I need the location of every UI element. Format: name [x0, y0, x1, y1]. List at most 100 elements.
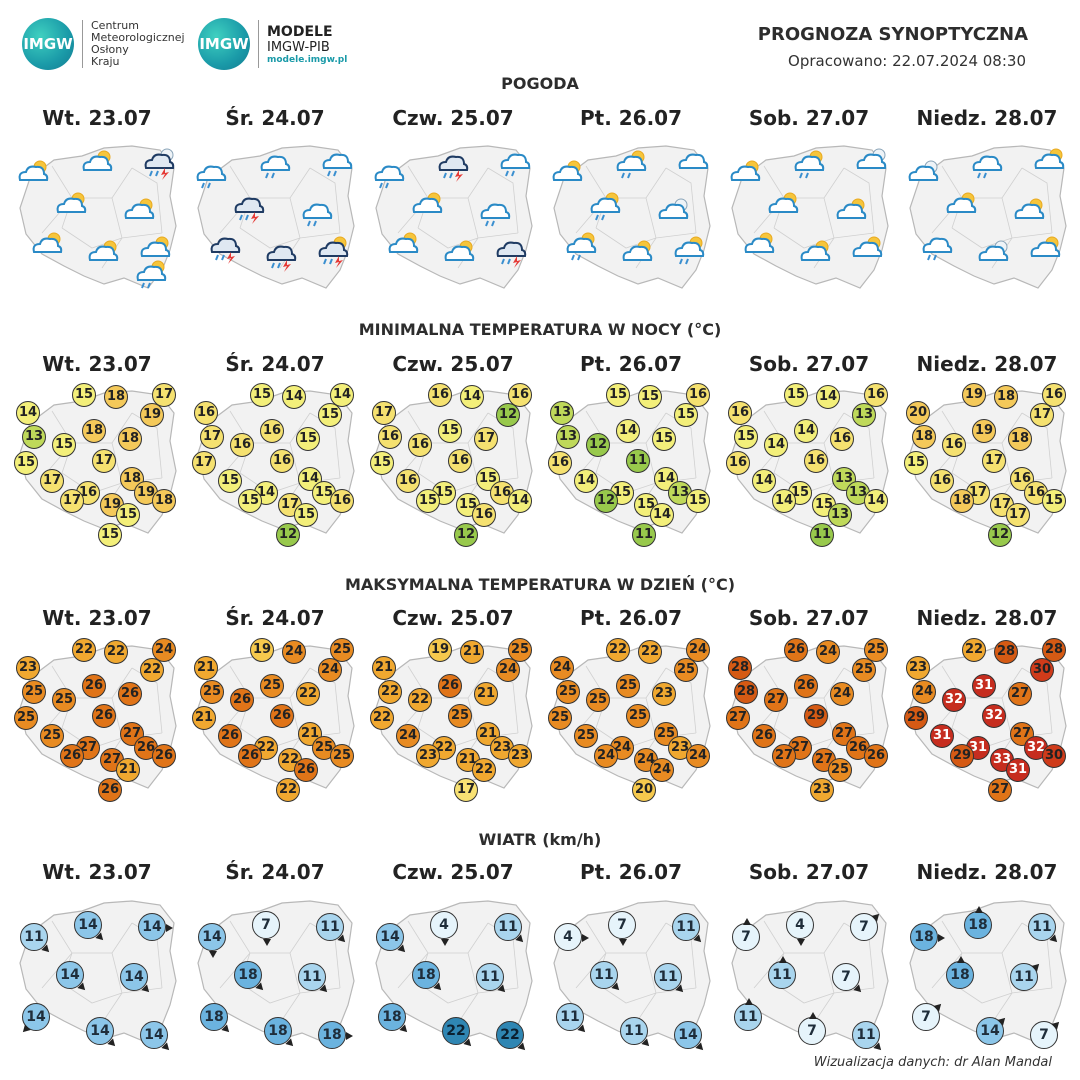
wind-speed: 11 — [320, 919, 340, 935]
wind-direction-arrow-icon — [797, 939, 805, 946]
rain-sun-icon — [132, 258, 170, 296]
wind-direction-arrow-icon — [285, 1038, 294, 1047]
tmax-marker: 22 — [72, 638, 96, 662]
wind-speed: 7 — [741, 929, 751, 945]
cloud-sun-icon — [740, 230, 778, 268]
tmin-marker: 15 — [98, 523, 122, 547]
wind-direction-arrow-icon — [497, 984, 506, 993]
wind-speed: 14 — [144, 1027, 164, 1043]
wind-direction-arrow-icon — [1031, 963, 1040, 972]
wind-speed: 18 — [322, 1027, 342, 1043]
tmin-marker: 18 — [912, 425, 936, 449]
wind-direction-arrow-icon — [695, 1042, 704, 1051]
wind-marker: 14 — [138, 913, 173, 941]
wind-direction-arrow-icon — [337, 934, 346, 943]
tmax-marker: 23 — [416, 744, 440, 768]
wind-speed: 14 — [90, 1023, 110, 1039]
tmax-marker: 22 — [408, 688, 432, 712]
wind-direction-arrow-icon — [938, 934, 945, 942]
tmin-marker: 18 — [118, 427, 142, 451]
tmax-marker: 26 — [438, 674, 462, 698]
tmin-marker: 16 — [260, 419, 284, 443]
wind-marker: 18 — [264, 1017, 294, 1047]
tmin-marker: 15 — [52, 433, 76, 457]
tmin-marker: 16 — [428, 383, 452, 407]
cloud-sun-icon — [384, 230, 422, 268]
thunderstorm-icon — [434, 148, 472, 186]
tmin-marker: 15 — [218, 469, 242, 493]
tmin-marker: 15 — [1042, 489, 1066, 513]
tmin-marker: 15 — [904, 451, 928, 475]
wind-direction-arrow-icon — [611, 982, 620, 991]
tmax-marker: 19 — [250, 638, 274, 662]
day-label-tmax: Pt. 26.07 — [579, 606, 683, 630]
wind-speed: 7 — [807, 1023, 817, 1039]
tmax-marker: 26 — [92, 704, 116, 728]
imgw-logo-icon: IMGW — [198, 18, 250, 70]
wind-marker: 14 — [56, 961, 86, 991]
modele-url[interactable]: modele.imgw.pl — [267, 54, 348, 65]
wind-speed: 18 — [950, 967, 970, 983]
tmax-marker: 26 — [784, 638, 808, 662]
wind-marker: 11 — [476, 963, 506, 993]
rain-icon — [496, 146, 534, 184]
tmax-marker: 24 — [686, 744, 710, 768]
cmok-line-2: Meteorologicznej — [91, 31, 185, 44]
tmax-marker: 26 — [230, 688, 254, 712]
map-wind: 14 7 11 18 11 18 18 18 — [190, 893, 360, 1053]
cloud-sun-icon — [764, 190, 802, 228]
tmax-marker: 27 — [772, 744, 796, 768]
wind-direction-arrow-icon — [95, 932, 104, 941]
rain-sun-icon — [670, 234, 708, 272]
wind-direction-arrow-icon — [209, 951, 217, 958]
wind-speed: 4 — [795, 917, 805, 933]
cloud-sun-icon — [84, 238, 122, 276]
section-title-wind: WIATR (km/h) — [478, 830, 602, 849]
tmax-marker: 25 — [852, 658, 876, 682]
wind-marker: 14 — [140, 1021, 170, 1051]
tmin-marker: 18 — [950, 489, 974, 513]
day-label-weather: Sob. 27.07 — [748, 106, 870, 130]
wind-marker: 11 — [672, 913, 702, 943]
modele-subtitle: IMGW-PIB — [267, 39, 330, 55]
tmax-marker: 24 — [396, 724, 420, 748]
tmin-marker: 18 — [152, 489, 176, 513]
wind-marker: 7 — [252, 911, 280, 946]
tmax-marker: 25 — [574, 724, 598, 748]
day-label-wind: Niedz. 28.07 — [916, 860, 1058, 884]
wind-speed: 14 — [142, 919, 162, 935]
tmin-marker: 12 — [496, 403, 520, 427]
day-label-wind: Wt. 23.07 — [42, 860, 152, 884]
tmin-marker: 16 — [804, 449, 828, 473]
tmax-marker: 23 — [508, 744, 532, 768]
wind-marker: 11 — [556, 1003, 586, 1033]
tmin-marker: 19 — [134, 481, 158, 505]
thunderstorm-sun-icon — [314, 234, 352, 272]
wind-marker: 14 — [976, 1017, 1006, 1045]
tmin-marker: 15 — [294, 503, 318, 527]
tmin-marker: 14 — [330, 383, 354, 407]
wind-marker: 11 — [590, 961, 620, 991]
tmax-marker: 22 — [472, 758, 496, 782]
tmin-marker: 16 — [270, 449, 294, 473]
tmin-marker: 13 — [556, 425, 580, 449]
cloud-night-icon — [654, 196, 692, 234]
wind-marker: 14 — [376, 923, 406, 953]
wind-direction-arrow-icon — [957, 956, 965, 963]
wind-speed: 14 — [124, 969, 144, 985]
rain-icon — [968, 148, 1006, 186]
wind-marker: 22 — [442, 1017, 472, 1047]
tmin-marker: 11 — [810, 523, 834, 547]
wind-speed: 22 — [500, 1027, 520, 1043]
tmin-marker: 15 — [476, 467, 500, 491]
day-label-wind: Pt. 26.07 — [579, 860, 683, 884]
wind-speed: 7 — [261, 917, 271, 933]
day-label-wind: Czw. 25.07 — [392, 860, 514, 884]
map-tmax: 19 24 24 25 21 25 25 22 21 26 26 21 22 26 26 25 22 26 25 22 — [190, 638, 360, 802]
wind-direction-arrow-icon — [693, 934, 702, 943]
cloud-sun-icon — [408, 190, 446, 228]
tmin-marker: 14 — [282, 385, 306, 409]
wind-speed: 11 — [1014, 969, 1034, 985]
day-label-wind: Śr. 24.07 — [225, 860, 325, 884]
tmax-marker: 22 — [104, 640, 128, 664]
